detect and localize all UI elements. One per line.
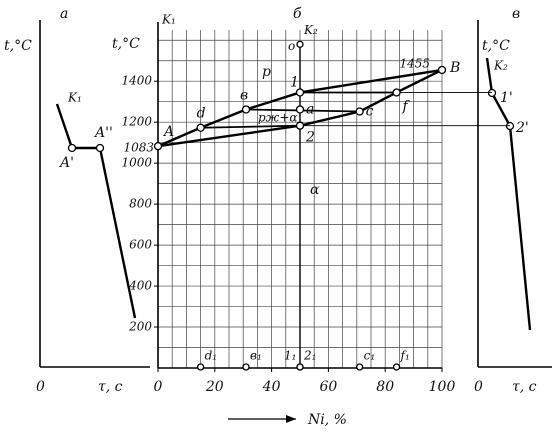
x-tick-label: 100 (429, 379, 456, 395)
projection-point (196, 363, 205, 371)
axis-label: t,°C (112, 36, 140, 52)
region-label: pж+α (258, 111, 297, 125)
label: 2' (515, 120, 529, 136)
projection-label: в₁ (250, 349, 262, 363)
point (67, 143, 77, 153)
region-label: α (310, 182, 320, 198)
point (196, 123, 205, 132)
label: 1' (500, 90, 513, 106)
x-tick-label: 60 (319, 379, 337, 395)
point (295, 121, 305, 130)
label: K₁ (67, 91, 82, 105)
panel-label: в (512, 6, 520, 22)
label: K₁ (161, 13, 176, 27)
origin-label: 0 (36, 379, 45, 395)
projection-label: c₁ (364, 349, 376, 363)
point-label: d (197, 106, 206, 122)
point-label: 2 (305, 130, 315, 146)
point-label: в (240, 87, 248, 103)
cooling-curve (55, 103, 137, 319)
axis-label: τ, c (98, 379, 123, 395)
point (95, 143, 105, 153)
label: A'' (93, 125, 113, 141)
axis-label: t,°C (482, 38, 510, 54)
projection-label: 1₁ (284, 349, 296, 363)
point (295, 88, 305, 97)
y-tick-label: 600 (129, 238, 152, 252)
point-label: a (306, 101, 314, 117)
point (241, 105, 251, 114)
axis-label: Ni, % (307, 412, 347, 428)
panel-label: а (60, 6, 68, 22)
point (437, 65, 447, 75)
region-label: p (262, 64, 271, 80)
y-tick-label: 200 (128, 320, 152, 334)
value-label: 1455 (399, 56, 430, 70)
cooling-curve (485, 57, 532, 331)
origin-label: 0 (474, 379, 483, 395)
point (392, 88, 401, 97)
point (487, 88, 497, 98)
label: A' (58, 155, 74, 171)
axis-label: τ, c (512, 379, 537, 395)
label: o (288, 39, 295, 53)
projection-label: 2₁ (303, 349, 316, 363)
y-tick-label: 1400 (121, 74, 152, 88)
point-label: c (366, 104, 374, 120)
projection-point (296, 363, 304, 371)
y-tick-label: 1000 (121, 156, 152, 170)
axis-label: t,°C (4, 38, 32, 54)
projection-label: d₁ (205, 349, 218, 363)
arrow-head (286, 415, 296, 423)
projection-label: f₁ (400, 349, 410, 363)
x-tick-label: 20 (205, 379, 224, 395)
projection-point (242, 363, 250, 371)
point (296, 40, 304, 48)
point (153, 141, 163, 151)
x-tick-label: 40 (262, 379, 281, 395)
x-tick-label: 80 (376, 379, 394, 395)
projection-point (392, 363, 401, 371)
point-label: A (162, 124, 174, 140)
label: K₂ (493, 59, 508, 73)
projection-point (355, 363, 364, 371)
y-tick-label: 1200 (121, 115, 152, 129)
point-label: f (402, 98, 411, 114)
point (355, 107, 364, 116)
x-tick-label: 0 (154, 379, 163, 395)
value-label: 1083 (123, 141, 154, 155)
tie-line (200, 124, 301, 129)
label: K₂ (303, 23, 318, 37)
y-tick-label: 800 (129, 197, 152, 211)
panel-label: б (293, 6, 302, 22)
point (295, 105, 305, 114)
point-label: 1 (290, 74, 299, 90)
y-tick-label: 400 (128, 279, 152, 293)
point-label: B (449, 60, 460, 76)
